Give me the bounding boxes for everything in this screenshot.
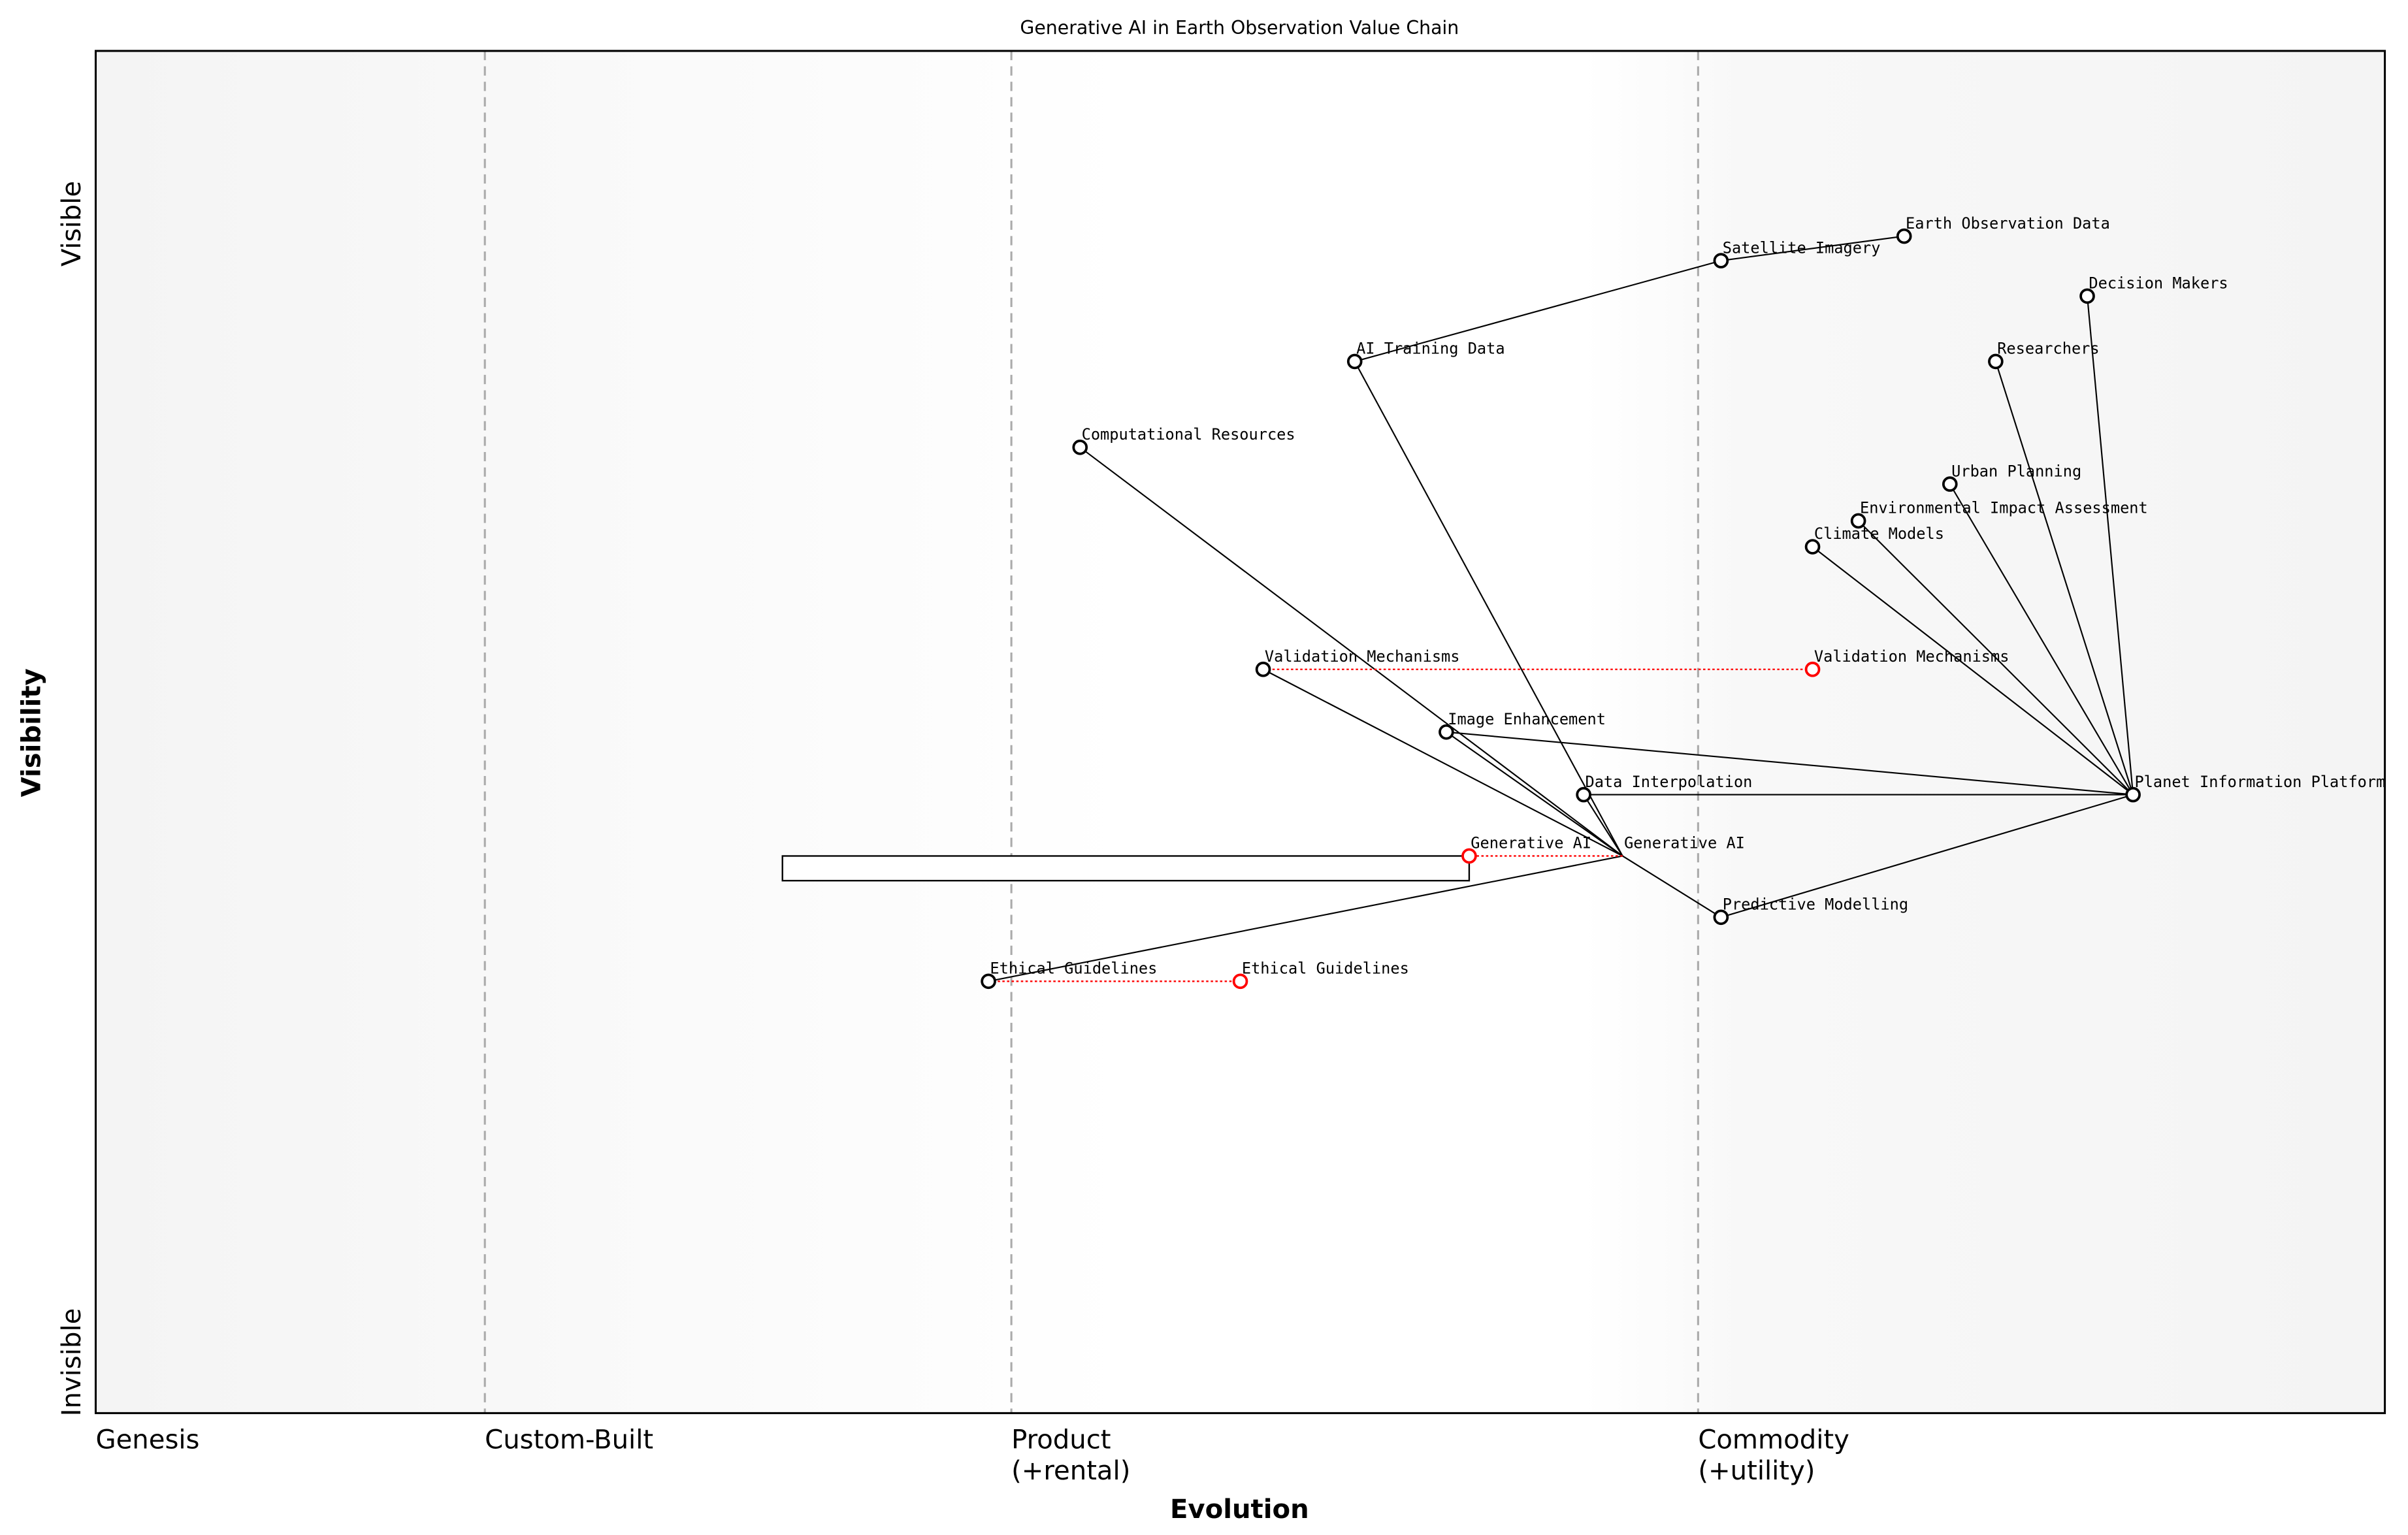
- component-label: Image Enhancement: [1448, 710, 1606, 728]
- evolved-component-label: Ethical Guidelines: [1242, 960, 1409, 978]
- component-label: Urban Planning: [1951, 462, 2081, 480]
- component-marker: [1255, 661, 1271, 677]
- link-clim-pip: [1812, 546, 2134, 796]
- component-marker: [1942, 476, 1958, 492]
- component-label: Planet Information Platform: [2134, 773, 2385, 791]
- y-tick-invisible: Invisible: [57, 1308, 87, 1417]
- evolved-component-label: Validation Mechanisms: [1814, 647, 2009, 666]
- component-label: Computational Resources: [1082, 425, 1295, 444]
- plot-background: [95, 50, 2385, 1414]
- component-label: Validation Mechanisms: [1265, 647, 1460, 666]
- chart-title: Generative AI in Earth Observation Value…: [1020, 17, 1459, 39]
- component-marker: [1072, 440, 1088, 455]
- link-urb-pip: [1949, 483, 2134, 796]
- link-eth-gen: [988, 855, 1623, 982]
- stage-label: Product (+rental): [1011, 1425, 1130, 1486]
- link-img-gen: [1446, 731, 1623, 857]
- evolved-component-marker: [1804, 661, 1821, 677]
- component-label: Earth Observation Data: [1906, 214, 2110, 233]
- link-eod-sat: [1721, 235, 1904, 262]
- link-pred-gen: [1622, 855, 1721, 918]
- link-res-pip: [1994, 361, 2134, 795]
- component-marker: [1576, 786, 1591, 803]
- stage-label: Genesis: [95, 1425, 199, 1455]
- component-marker: [981, 973, 996, 990]
- component-marker: [1896, 228, 1912, 244]
- component-label: Climate Models: [1814, 525, 1944, 543]
- evolved-component-marker: [1232, 973, 1248, 990]
- component-label: Environmental Impact Assessment: [1860, 499, 2148, 517]
- component-marker: [2079, 288, 2095, 304]
- component-marker: [1713, 253, 1729, 268]
- component-label: Researchers: [1997, 340, 2099, 358]
- component-label: Ethical Guidelines: [990, 960, 1157, 978]
- stage-label: Custom-Built: [485, 1425, 653, 1455]
- link-dm-pip: [2086, 296, 2134, 795]
- y-tick-visible: Visible: [57, 181, 87, 267]
- link-interp-gen: [1583, 794, 1623, 857]
- y-axis-label: Visibility: [16, 668, 46, 797]
- component-marker: [1804, 539, 1821, 555]
- stage-label: Commodity (+utility): [1698, 1425, 1849, 1486]
- component-label: Predictive Modelling: [1723, 895, 1908, 913]
- component-label: Decision Makers: [2089, 274, 2228, 293]
- component-marker: [1346, 353, 1363, 370]
- link-img-pip: [1446, 731, 2134, 796]
- component-label: Generative AI: [1624, 834, 1745, 852]
- link-eia-pip: [1857, 520, 2134, 796]
- component-label: Data Interpolation: [1585, 773, 1752, 791]
- component-marker: [1713, 909, 1729, 926]
- evolved-component-marker: [1461, 848, 1477, 864]
- link-pred-pip: [1721, 794, 2134, 918]
- link-val-gen: [1263, 668, 1623, 857]
- component-marker: [2125, 786, 2141, 803]
- component-marker: [1850, 513, 1866, 529]
- plot-frame: [94, 50, 2386, 1414]
- component-marker: [1439, 724, 1454, 740]
- component-label: Satellite Imagery: [1723, 238, 1881, 257]
- link-sat-aitd: [1354, 260, 1721, 363]
- evolved-component-label: Generative AI: [1471, 834, 1591, 852]
- pipeline-box: [781, 855, 1471, 882]
- component-marker: [1988, 353, 2004, 370]
- component-label: AI Training Data: [1356, 340, 1505, 358]
- link-comp-gen: [1079, 446, 1623, 857]
- x-axis-label: Evolution: [1170, 1495, 1309, 1525]
- link-aitd-gen: [1354, 361, 1623, 856]
